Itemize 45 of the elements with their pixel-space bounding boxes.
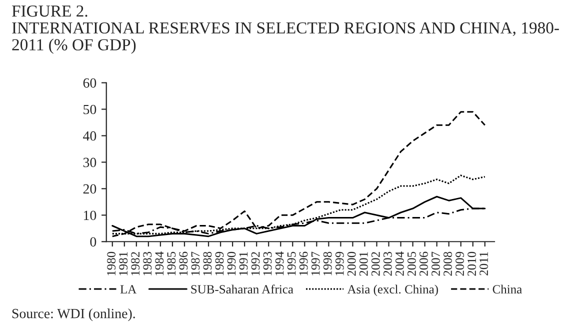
- x-tick-label: 2000: [347, 252, 356, 276]
- legend-label: SUB-Saharan Africa: [191, 284, 294, 294]
- x-tick-label: 1980: [107, 252, 116, 276]
- y-tick-label: 50: [84, 104, 96, 114]
- y-tick-label: 10: [84, 210, 96, 220]
- x-tick-label: 2005: [407, 252, 416, 276]
- source-note: Source: WDI (online).: [12, 308, 135, 322]
- x-tick-label: 1993: [263, 252, 272, 276]
- y-tick-label: 20: [83, 184, 96, 194]
- x-tick-label: 2007: [432, 252, 440, 276]
- x-tick-label: 1989: [215, 252, 224, 276]
- x-tick-label: 1986: [179, 252, 188, 276]
- x-tick-label: 2004: [395, 252, 404, 276]
- x-tick-label: 2002: [371, 252, 380, 276]
- x-tick-label: 1996: [299, 252, 308, 276]
- y-tick-label: 60: [83, 78, 96, 88]
- x-tick-label: 1992: [251, 252, 260, 276]
- x-tick-label: 2010: [468, 252, 476, 276]
- y-tick-label: 40: [83, 131, 96, 141]
- x-tick-label: 1994: [275, 252, 284, 276]
- x-tick-label: 1988: [203, 252, 212, 276]
- x-tick-label: 1997: [311, 252, 320, 276]
- x-tick-label: 2003: [383, 252, 392, 276]
- x-tick-label: 1990: [227, 252, 236, 276]
- legend-label: China: [492, 284, 522, 294]
- legend-label: Asia (excl. China): [347, 284, 438, 296]
- x-tick-label: 1983: [143, 252, 152, 276]
- x-tick-label: 1998: [323, 252, 332, 276]
- x-tick-label: 2008: [444, 252, 452, 276]
- x-tick-label: 2006: [420, 252, 428, 276]
- x-tick-label: 1991: [239, 252, 248, 276]
- x-tick-label: 1995: [287, 252, 296, 276]
- y-tick-label: 30: [83, 158, 96, 168]
- legend-label: LA: [120, 285, 137, 294]
- x-tick-label: 1984: [155, 252, 164, 276]
- x-tick-label: 1987: [191, 252, 200, 276]
- x-tick-label: 1985: [167, 252, 176, 276]
- chart-title: FIGURE 2. INTERNATIONAL RESERVES IN SELECTED REGIONS AND CHINA, 1980- 2011 (% OF GDP): [12, 5, 559, 54]
- x-tick-label: 1982: [131, 252, 140, 276]
- x-tick-label: 2009: [456, 252, 464, 276]
- x-tick-label: 1981: [119, 252, 128, 276]
- x-tick-label: 2011: [480, 252, 488, 276]
- y-tick-label: 0: [90, 237, 96, 247]
- x-tick-label: 1999: [335, 252, 344, 276]
- x-tick-label: 2001: [359, 252, 368, 276]
